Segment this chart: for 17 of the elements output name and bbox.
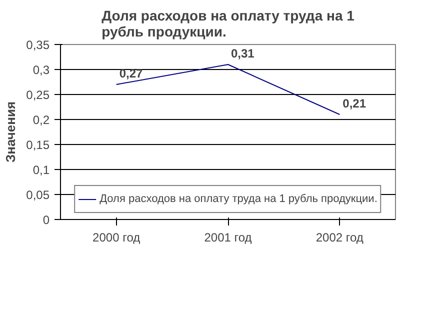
x-tick-label: 2002 год [316, 230, 364, 244]
data-label: 0,27 [119, 66, 144, 80]
y-tick-label: 0,1 [32, 163, 50, 177]
y-tick-label: 0,3 [32, 63, 50, 77]
data-label: 0,21 [342, 96, 366, 110]
y-tick-label: 0,15 [26, 138, 50, 152]
y-tick-label: 0,35 [26, 38, 50, 52]
y-tick-label: 0,25 [26, 88, 50, 102]
y-tick-label: 0,05 [26, 188, 50, 202]
y-tick-label: 0 [42, 213, 50, 227]
chart-title: Доля расходов на оплату труда на 1 рубль продукции. [102, 8, 355, 40]
legend-label: Доля расходов на оплату труда на 1 рубль продукции. [100, 193, 378, 205]
data-label: 0,31 [231, 46, 255, 60]
x-tick-label: 2000 год [92, 230, 140, 244]
y-axis-title: Значения [3, 101, 18, 163]
y-tick-label: 0,2 [32, 113, 50, 127]
x-tick-label: 2001 год [204, 230, 252, 244]
